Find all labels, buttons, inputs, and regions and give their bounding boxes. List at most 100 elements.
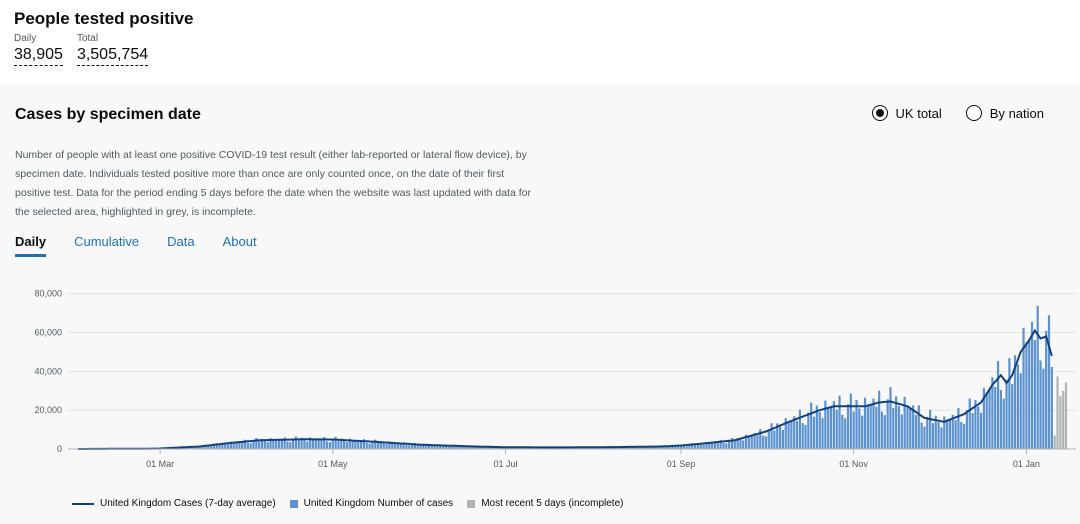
case-bar[interactable] (705, 442, 708, 449)
metric-daily-value[interactable]: 38,905 (14, 45, 63, 66)
tab-cumulative[interactable]: Cumulative (74, 234, 140, 249)
case-bar[interactable] (187, 447, 190, 449)
case-bar[interactable] (790, 420, 793, 449)
case-bar[interactable] (804, 424, 807, 449)
case-bar[interactable] (824, 400, 827, 449)
case-bar[interactable] (408, 445, 411, 449)
case-bar[interactable] (422, 445, 425, 449)
case-bar[interactable] (255, 437, 258, 449)
case-bar[interactable] (869, 404, 872, 449)
case-bar[interactable] (838, 395, 841, 449)
case-bar[interactable] (280, 440, 283, 449)
incomplete-bar[interactable] (1062, 390, 1065, 449)
case-bar[interactable] (365, 442, 368, 449)
case-bar[interactable] (985, 392, 988, 449)
case-bar[interactable] (858, 408, 861, 449)
case-bar[interactable] (996, 360, 1000, 449)
case-bar[interactable] (917, 405, 920, 449)
case-bar[interactable] (878, 390, 881, 449)
case-bar[interactable] (427, 444, 431, 449)
case-bar[interactable] (269, 438, 272, 449)
case-bar[interactable] (991, 377, 994, 449)
case-bar[interactable] (679, 444, 683, 449)
case-bar[interactable] (810, 402, 813, 449)
case-bar[interactable] (297, 440, 300, 449)
case-bar[interactable] (334, 436, 337, 449)
case-bar[interactable] (702, 444, 705, 449)
case-bar[interactable] (767, 429, 770, 449)
case-bar[interactable] (524, 447, 527, 449)
case-bar[interactable] (962, 423, 966, 449)
case-bar[interactable] (371, 441, 374, 449)
case-bar[interactable] (974, 399, 977, 449)
case-bar[interactable] (1030, 321, 1034, 449)
case-bar[interactable] (979, 412, 983, 449)
case-bar[interactable] (849, 393, 852, 449)
case-bar[interactable] (413, 442, 416, 449)
case-bar[interactable] (988, 389, 991, 449)
case-bar[interactable] (812, 416, 816, 449)
case-bar[interactable] (487, 447, 490, 449)
case-bar[interactable] (895, 396, 898, 449)
case-bar[interactable] (453, 444, 456, 449)
case-bar[interactable] (937, 422, 940, 449)
case-bar[interactable] (260, 438, 264, 449)
case-bar[interactable] (399, 443, 402, 449)
case-bar[interactable] (345, 442, 349, 449)
case-bar[interactable] (903, 396, 906, 449)
case-bar[interactable] (764, 436, 768, 449)
case-bar[interactable] (795, 421, 799, 449)
case-bar[interactable] (232, 442, 235, 449)
case-bar[interactable] (456, 446, 459, 449)
case-bar[interactable] (1022, 327, 1025, 449)
case-bar[interactable] (215, 443, 218, 449)
case-bar[interactable] (886, 399, 889, 449)
case-bar[interactable] (691, 443, 694, 449)
case-bar[interactable] (759, 429, 762, 449)
case-bar[interactable] (396, 442, 399, 449)
case-bar[interactable] (235, 442, 238, 449)
case-bar[interactable] (875, 406, 878, 449)
case-bar[interactable] (880, 411, 884, 449)
case-bar[interactable] (504, 447, 507, 449)
case-bar[interactable] (912, 405, 915, 449)
case-bar[interactable] (439, 445, 442, 449)
radio-by-nation[interactable]: By nation (965, 105, 1044, 121)
case-bar[interactable] (926, 416, 929, 449)
tab-daily[interactable]: Daily (15, 234, 47, 257)
tab-data[interactable]: Data (167, 234, 195, 249)
case-bar[interactable] (473, 446, 476, 449)
case-bar[interactable] (495, 447, 499, 449)
case-bar[interactable] (292, 439, 295, 449)
case-bar[interactable] (1019, 373, 1022, 449)
case-bar[interactable] (614, 447, 617, 449)
case-bar[interactable] (258, 441, 261, 449)
case-bar[interactable] (674, 445, 677, 449)
case-bar[interactable] (198, 446, 201, 449)
case-bar[interactable] (750, 435, 753, 450)
case-bar[interactable] (671, 445, 674, 449)
case-bar[interactable] (416, 445, 419, 449)
case-bar[interactable] (272, 439, 275, 449)
case-bar[interactable] (719, 439, 722, 449)
case-bar[interactable] (971, 413, 974, 449)
case-bar[interactable] (957, 408, 960, 449)
case-bar[interactable] (841, 414, 844, 449)
case-bar[interactable] (753, 432, 756, 449)
case-bar[interactable] (379, 441, 383, 449)
case-bar[interactable] (1028, 340, 1031, 449)
case-bar[interactable] (861, 415, 864, 449)
case-bar[interactable] (628, 446, 632, 449)
case-bar[interactable] (940, 427, 943, 449)
case-bar[interactable] (708, 442, 711, 449)
case-bar[interactable] (716, 442, 719, 449)
case-bar[interactable] (637, 446, 640, 449)
case-bar[interactable] (711, 442, 714, 449)
radio-selected-icon[interactable] (871, 105, 888, 121)
case-bar[interactable] (660, 446, 663, 449)
case-bar[interactable] (343, 440, 346, 449)
case-bar[interactable] (1042, 368, 1045, 449)
case-bar[interactable] (960, 421, 963, 449)
case-bar[interactable] (685, 446, 688, 449)
case-bar[interactable] (402, 442, 405, 449)
